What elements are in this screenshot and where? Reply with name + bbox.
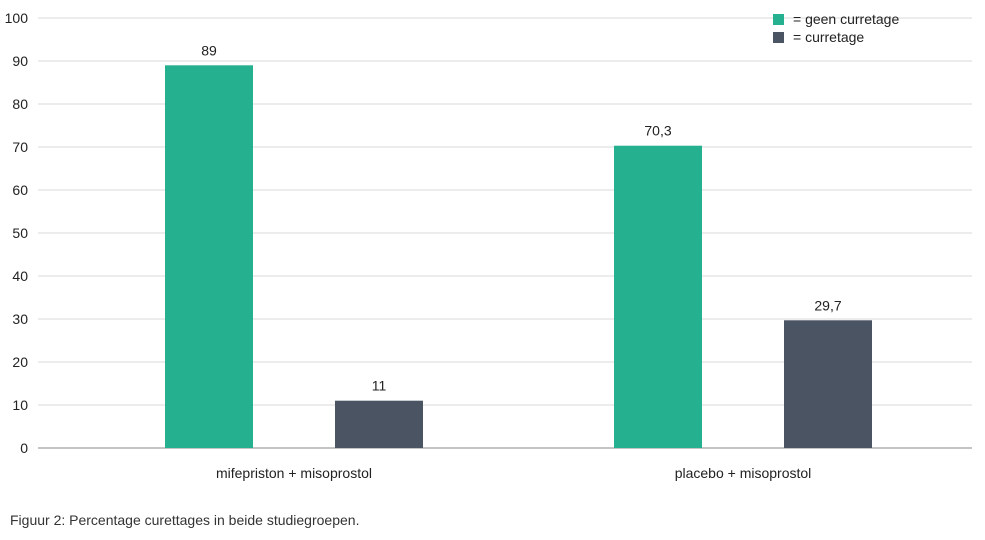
bar-curretage	[335, 400, 423, 448]
legend-swatch-curretage	[773, 32, 784, 43]
y-tick-label: 100	[5, 10, 29, 26]
bar-geen-curretage	[614, 145, 702, 448]
y-tick-label: 40	[12, 268, 28, 284]
y-tick-label: 30	[12, 311, 28, 327]
bar-curretage	[784, 320, 872, 448]
x-tick-label: mifepriston + misoprostol	[216, 465, 372, 481]
data-label: 70,3	[644, 123, 671, 139]
legend-swatch-geen-curretage	[773, 14, 784, 25]
x-tick-label: placebo + misoprostol	[675, 465, 812, 481]
data-label: 29,7	[814, 297, 841, 313]
y-tick-label: 20	[12, 354, 28, 370]
legend-label: = geen curretage	[793, 11, 899, 27]
y-tick-label: 60	[12, 182, 28, 198]
y-tick-label: 90	[12, 53, 28, 69]
y-tick-label: 0	[20, 440, 28, 456]
bar-chart: 0 10 20 30 40 50 60 70 80 90 100 89 11 mifepriston + …	[5, 10, 972, 481]
bar-geen-curretage	[165, 65, 253, 449]
y-tick-label: 70	[12, 139, 28, 155]
figure-caption: Figuur 2: Percentage curettages in beide…	[10, 512, 360, 528]
y-tick-label: 50	[12, 225, 28, 241]
data-label: 89	[201, 42, 217, 58]
legend-label: = curretage	[793, 29, 864, 45]
data-label: 11	[372, 378, 387, 394]
y-tick-label: 10	[12, 397, 28, 413]
y-tick-label: 80	[12, 96, 28, 112]
